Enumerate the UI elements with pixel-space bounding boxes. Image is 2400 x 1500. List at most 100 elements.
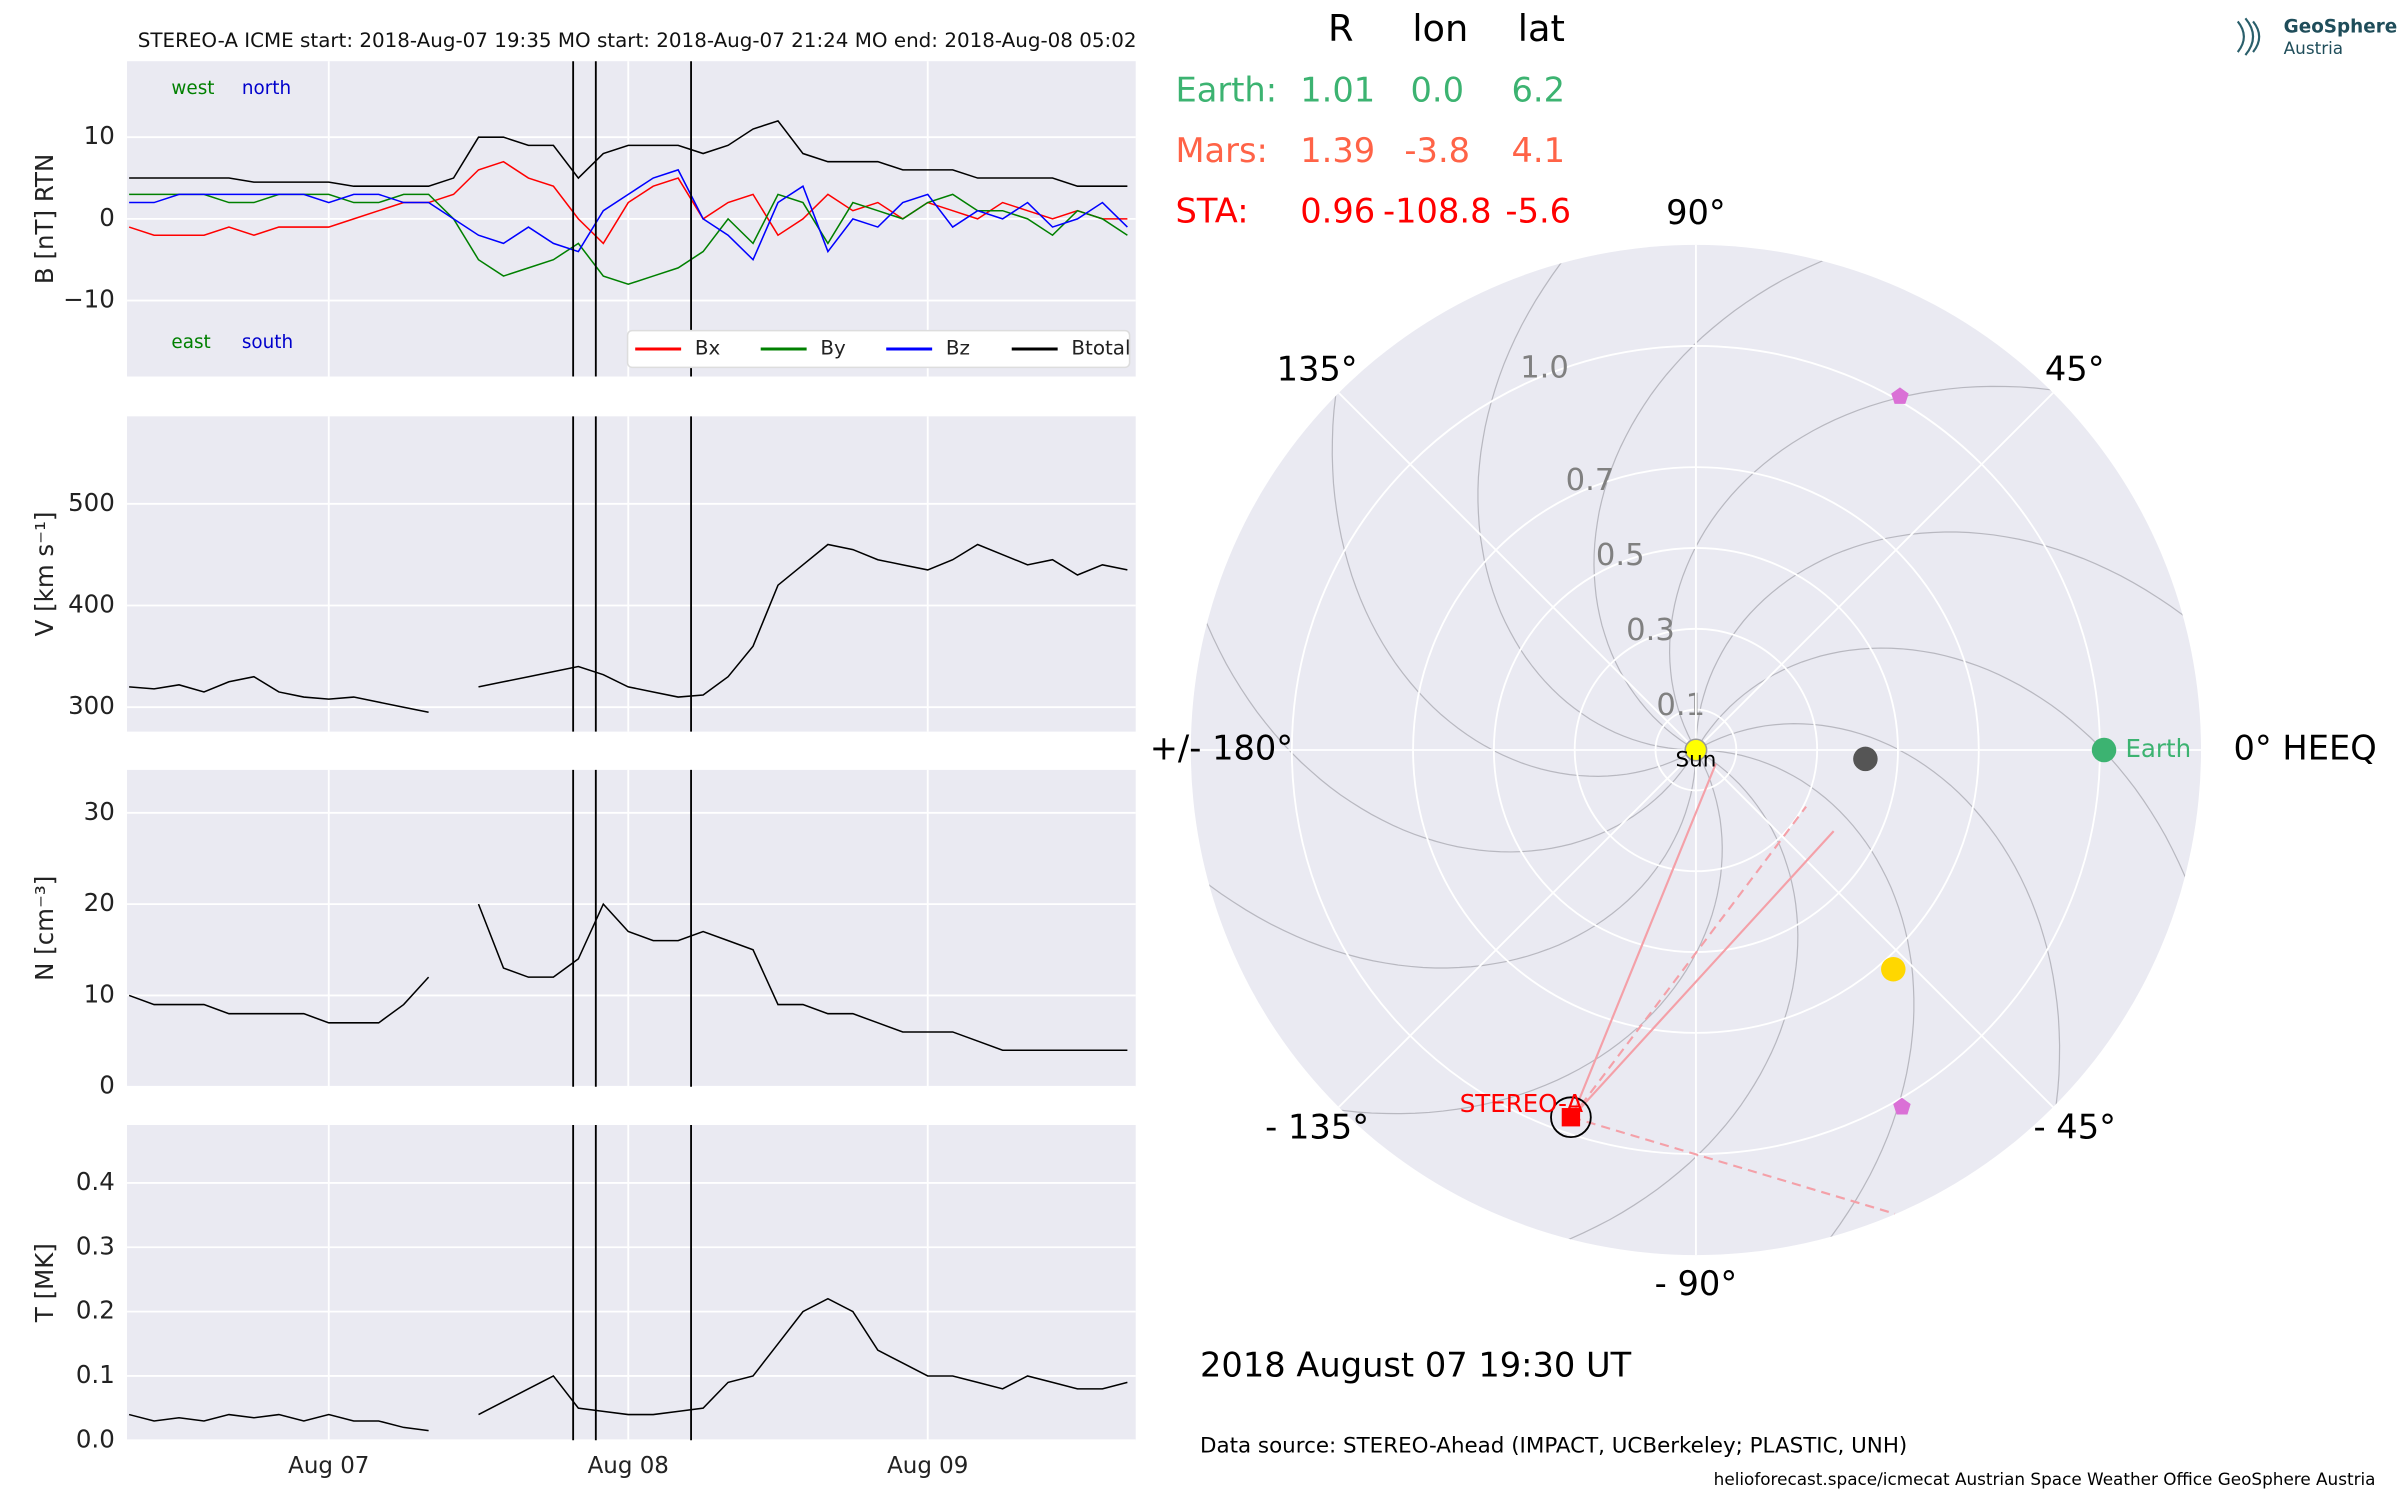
y-axis-label: V [km s⁻¹]	[30, 512, 59, 637]
table-cell: 4.1	[1511, 131, 1565, 170]
logo-sub: Austria	[2284, 38, 2343, 58]
table-row-name: Earth:	[1176, 70, 1278, 109]
body-label: Sun	[1676, 748, 1717, 773]
theta-tick-label: 135°	[1277, 350, 1358, 389]
data-source: Data source: STEREO-Ahead (IMPACT, UCBer…	[1200, 1433, 1907, 1458]
spiral-line	[1593, 244, 2063, 751]
body-marker	[1684, 738, 1708, 762]
r-tick-label: 0.5	[1596, 538, 1645, 573]
table-cell: -3.8	[1404, 131, 1470, 170]
y-tick-label: 10	[84, 121, 115, 150]
series-line	[129, 543, 1128, 714]
spiral-line	[1328, 749, 1799, 1256]
y-tick-label: 0.4	[76, 1167, 115, 1196]
panel: 0 10 20 30 N [cm⁻³]	[30, 769, 1136, 1100]
table-cell: 0.96	[1300, 191, 1375, 230]
y-tick-label: 0.0	[76, 1424, 115, 1453]
table-header: lon	[1412, 7, 1468, 50]
fov-lines	[1570, 763, 1896, 1215]
grid-spoke	[1695, 392, 2054, 751]
y-tick-label: 20	[84, 888, 115, 917]
theta-tick-label: - 45°	[2033, 1107, 2116, 1146]
y-tick-label: 400	[68, 590, 115, 619]
spiral-line	[1641, 749, 1915, 1256]
x-tick-label: Aug 09	[887, 1453, 968, 1479]
table-cell: 6.2	[1511, 70, 1565, 109]
table-cell: 1.39	[1300, 131, 1375, 170]
point-marker	[1891, 387, 1909, 404]
fov-line	[1571, 805, 1807, 1118]
table-cell: -108.8	[1383, 191, 1492, 230]
body-marker	[2091, 737, 2117, 763]
y-tick-label: 0.1	[76, 1360, 115, 1389]
theta-tick-label: - 135°	[1265, 1107, 1369, 1146]
y-axis-label: N [cm⁻³]	[30, 876, 59, 981]
panel-background	[127, 769, 1136, 1087]
fov-line	[1570, 763, 1717, 1118]
table-row-name: STA:	[1176, 191, 1249, 230]
table-header: lat	[1518, 7, 1565, 50]
r-tick-label: 0.3	[1626, 613, 1675, 648]
y-tick-label: 500	[68, 488, 115, 517]
point-marker	[1893, 1097, 1911, 1115]
series-line	[128, 1297, 1128, 1432]
y-tick-label: 10	[84, 979, 115, 1008]
y-tick-label: 0	[99, 1071, 115, 1100]
legend-box	[626, 329, 1131, 369]
theta-tick-label: +/- 180°	[1150, 729, 1293, 768]
y-tick-label: 0	[99, 203, 115, 232]
grid-spoke	[1338, 392, 1697, 751]
annotation: south	[242, 332, 293, 353]
grid-spoke	[1695, 749, 2054, 1108]
table-header: R	[1328, 7, 1354, 50]
table-cell: 1.01	[1300, 70, 1375, 109]
spiral-line	[1477, 244, 1750, 751]
x-tick-label: Aug 07	[288, 1453, 369, 1479]
series-line	[128, 902, 1128, 1051]
x-tick-label: Aug 08	[588, 1453, 669, 1479]
spiral-line	[1190, 383, 1697, 853]
r-tick-label: 1.0	[1520, 351, 1569, 386]
y-tick-label: 0.2	[76, 1296, 115, 1325]
series-line	[129, 119, 1128, 187]
y-tick-label: 30	[84, 797, 115, 826]
logo-name: GeoSphere	[2284, 17, 2398, 38]
fov-line	[1571, 830, 1835, 1119]
annotation: east	[171, 332, 210, 353]
legend-label: Btotal	[1071, 336, 1130, 359]
y-axis-label: B [nT] RTN	[30, 154, 59, 284]
legend-label: Bx	[695, 336, 721, 359]
y-axis-label: T [MK]	[30, 1243, 59, 1323]
theta-tick-label: 90°	[1666, 193, 1726, 232]
logo: GeoSphere Austria	[2236, 17, 2398, 58]
spiral-line	[1190, 695, 1697, 969]
series-line	[129, 168, 1128, 262]
panel: −10 0 10 B [nT] RTN west north east south Bx By Bz…	[30, 61, 1136, 377]
r-tick-label: 0.7	[1566, 463, 1615, 498]
annotation: north	[242, 78, 291, 99]
table-cell: -5.6	[1505, 191, 1571, 230]
y-tick-label: 0.3	[76, 1231, 115, 1260]
series-group	[128, 902, 1128, 1051]
y-tick-label: −10	[63, 285, 115, 314]
series-group	[128, 1297, 1128, 1432]
body-marker	[1561, 1108, 1581, 1127]
series-group	[128, 119, 1128, 286]
legend-label: Bz	[946, 336, 970, 359]
theta-tick-label: 0° HEEQ	[2233, 729, 2376, 768]
legend-label: By	[820, 336, 846, 359]
annotation: west	[171, 78, 214, 99]
body-marker	[1881, 956, 1906, 982]
series-line	[128, 160, 1128, 245]
panel-background	[127, 1125, 1136, 1441]
body-label: Earth	[2125, 734, 2191, 763]
marker-ring	[1550, 1096, 1592, 1139]
table-cell: 0.0	[1410, 70, 1464, 109]
header-title: STEREO-A ICME start: 2018-Aug-07 19:35 M…	[138, 29, 1137, 52]
body-label: STEREO-A	[1460, 1089, 1584, 1118]
fov-line	[1571, 1116, 1896, 1215]
grid-spoke	[1338, 749, 1697, 1108]
panel: 300 400 500 V [km s⁻¹]	[30, 416, 1136, 732]
